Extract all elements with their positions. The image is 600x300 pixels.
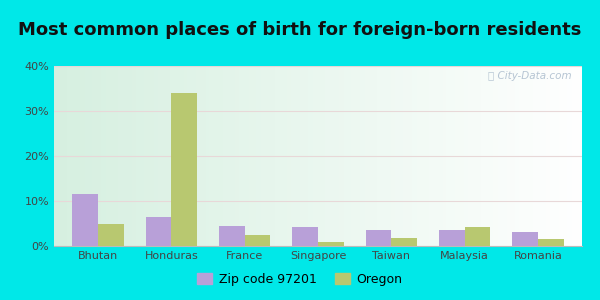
Bar (146, 217, 172, 246)
Bar (245, 235, 271, 246)
Bar (219, 226, 245, 246)
Bar (538, 239, 563, 246)
Bar (512, 232, 538, 246)
Bar (391, 238, 417, 246)
Text: ⓘ City-Data.com: ⓘ City-Data.com (488, 71, 571, 81)
Bar (439, 230, 464, 246)
Bar (98, 224, 124, 246)
Bar (318, 242, 344, 246)
Text: Most common places of birth for foreign-born residents: Most common places of birth for foreign-… (19, 21, 581, 39)
Bar (172, 93, 197, 246)
Bar (365, 230, 391, 246)
Bar (292, 227, 318, 246)
Legend: Zip code 97201, Oregon: Zip code 97201, Oregon (193, 268, 407, 291)
Bar (73, 194, 98, 246)
Bar (464, 227, 490, 246)
